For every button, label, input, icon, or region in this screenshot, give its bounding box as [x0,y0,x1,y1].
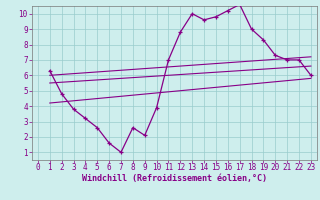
X-axis label: Windchill (Refroidissement éolien,°C): Windchill (Refroidissement éolien,°C) [82,174,267,183]
